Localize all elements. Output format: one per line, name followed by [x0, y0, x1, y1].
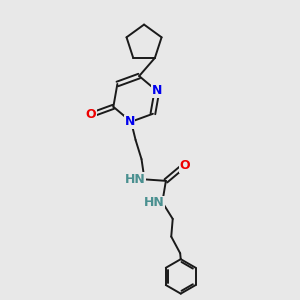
Text: N: N — [124, 115, 135, 128]
Text: O: O — [86, 108, 96, 122]
Text: N: N — [152, 84, 162, 98]
Text: O: O — [180, 160, 190, 172]
Text: HN: HN — [144, 196, 164, 209]
Text: HN: HN — [124, 173, 146, 186]
